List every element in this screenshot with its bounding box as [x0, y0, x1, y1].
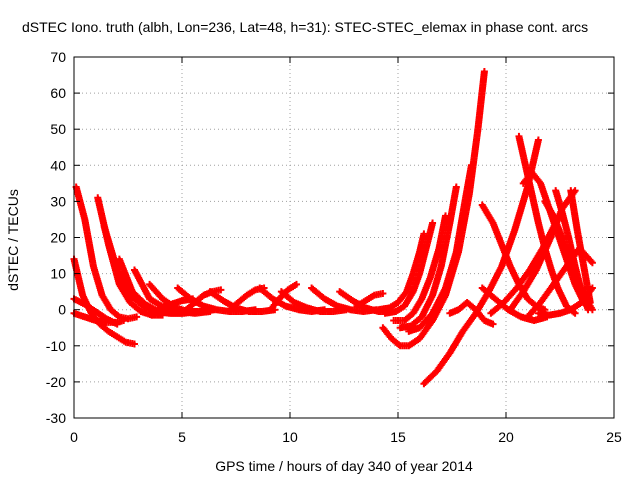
data-point — [133, 313, 141, 321]
y-tick-label: 50 — [50, 121, 66, 137]
series-arc-01 — [70, 255, 138, 348]
data-point — [489, 320, 497, 328]
grid — [74, 57, 614, 418]
series-arc-22 — [381, 219, 437, 317]
data-point — [571, 309, 579, 317]
data-point — [452, 183, 460, 191]
y-tick-label: 40 — [50, 157, 66, 173]
data-point — [588, 259, 596, 267]
data-marks — [70, 67, 596, 388]
x-tick-label: 10 — [282, 429, 298, 445]
data-point — [588, 284, 596, 292]
y-tick-label: -10 — [46, 338, 66, 354]
x-tick-label: 20 — [498, 429, 514, 445]
series-arc-20 — [353, 289, 387, 310]
data-point — [534, 136, 542, 144]
y-tick-label: -20 — [46, 374, 66, 390]
data-point — [586, 298, 594, 306]
axis-ticks: -30 -20 -10 0 10 20 30 40 50 60 70 0 5 10 15 20 25 — [46, 49, 622, 445]
x-tick-label: 5 — [178, 429, 186, 445]
x-tick-label: 0 — [70, 429, 78, 445]
x-tick-label: 25 — [606, 429, 622, 445]
y-tick-label: -30 — [46, 410, 66, 426]
y-tick-label: 0 — [58, 302, 66, 318]
y-tick-label: 30 — [50, 193, 66, 209]
data-point — [217, 286, 225, 294]
data-point — [584, 306, 592, 314]
y-tick-label: 20 — [50, 230, 66, 246]
data-point — [480, 67, 488, 75]
y-tick-label: 70 — [50, 49, 66, 65]
series-arc-39 — [534, 284, 596, 319]
y-axis-label: dSTEC / TECUs — [5, 189, 21, 291]
data-point — [420, 230, 428, 238]
chart-title: dSTEC Iono. truth (albh, Lon=236, Lat=48… — [22, 19, 588, 35]
series-arc-28 — [446, 298, 497, 328]
data-point — [292, 280, 300, 288]
series-arc-03 — [70, 309, 128, 326]
series-arc-21 — [375, 230, 428, 314]
series-arc-37 — [552, 187, 592, 314]
y-tick-label: 60 — [50, 85, 66, 101]
x-tick-label: 15 — [390, 429, 406, 445]
y-tick-label: 10 — [50, 266, 66, 282]
data-point — [379, 289, 387, 297]
series-arc-26 — [379, 67, 488, 350]
data-point — [130, 340, 138, 348]
series-arc-24 — [396, 183, 460, 332]
series-arc-04 — [72, 183, 141, 323]
x-axis-label: GPS time / hours of day 340 of year 2014 — [215, 458, 473, 474]
data-point — [429, 219, 437, 227]
